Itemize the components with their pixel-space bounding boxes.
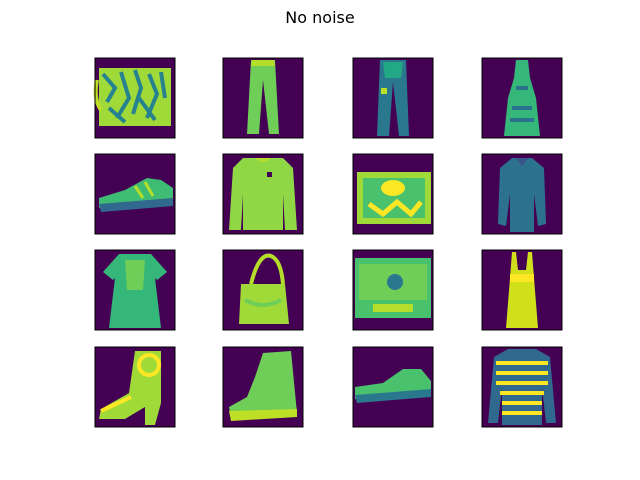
image-shape: [103, 254, 167, 328]
image-frame: [222, 57, 304, 139]
image-tile: [222, 57, 304, 139]
image-shape: [506, 252, 538, 328]
image-tile: [481, 346, 563, 428]
image-tile: [93, 57, 176, 139]
image-shape: [381, 180, 405, 196]
image-shape: [510, 274, 534, 282]
image-frame: [94, 57, 176, 139]
image-tile: [352, 153, 434, 235]
image-shape: [498, 158, 546, 232]
image-shape: [387, 274, 403, 290]
image-shape: [229, 409, 297, 421]
image-shape: [229, 158, 297, 230]
image-tile: [222, 346, 304, 428]
image-frame: [222, 153, 304, 235]
image-shape: [125, 260, 145, 290]
image-shape: [488, 349, 556, 425]
image-shape: [100, 395, 132, 413]
image-frame: [222, 346, 304, 428]
image-shape: [255, 158, 271, 162]
image-frame: [481, 153, 563, 235]
figure-title: No noise: [285, 8, 354, 27]
image-shape: [247, 60, 279, 134]
image-tile: [352, 346, 434, 428]
image-shape: [383, 62, 403, 78]
image-tile: [222, 153, 304, 235]
image-shape: [244, 298, 282, 307]
image-shape: [496, 361, 548, 415]
image-shape: [504, 60, 540, 136]
image-shape: [373, 304, 413, 312]
image-shape: [101, 69, 167, 124]
image-tile: [481, 249, 563, 331]
image-shape: [367, 198, 423, 218]
image-shape: [133, 181, 155, 199]
image-shape: [377, 60, 409, 136]
image-tile: [222, 249, 304, 331]
image-shape: [251, 60, 275, 66]
image-frame: [352, 57, 434, 139]
image-tile: [352, 249, 434, 331]
image-shape: [381, 88, 387, 94]
image-frame: [352, 249, 434, 331]
image-shape: [516, 158, 528, 166]
image-shape: [99, 198, 173, 212]
image-frame: [94, 346, 176, 428]
image-shape: [267, 172, 272, 177]
image-frame: [481, 346, 563, 428]
image-tile: [94, 346, 176, 428]
image-tile: [481, 153, 563, 235]
image-frame: [481, 249, 563, 331]
image-tile: [94, 153, 176, 235]
image-shape: [229, 351, 297, 419]
image-tile: [94, 249, 176, 331]
image-shape: [93, 79, 103, 112]
image-frame: [94, 249, 176, 331]
image-tile: [481, 57, 563, 139]
image-shape: [510, 86, 534, 122]
image-shape: [249, 253, 285, 285]
image-frame: [94, 153, 176, 235]
image-shape: [355, 389, 431, 403]
image-shape: [137, 353, 161, 377]
image-frame: [481, 57, 563, 139]
image-frame: [352, 153, 434, 235]
image-frame: [352, 346, 434, 428]
image-frame: [222, 249, 304, 331]
image-tile: [352, 57, 434, 139]
